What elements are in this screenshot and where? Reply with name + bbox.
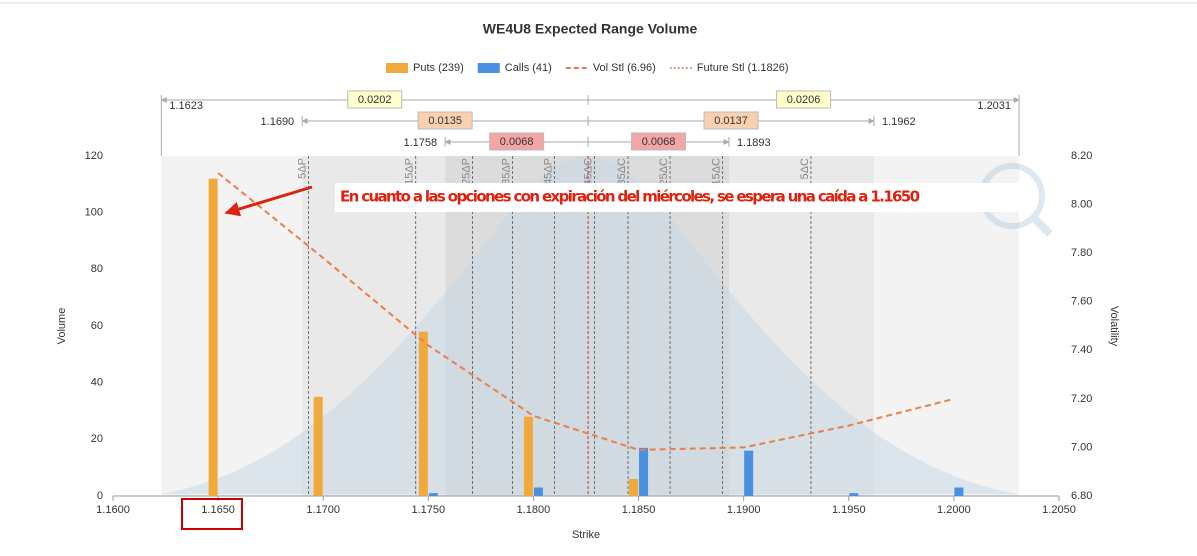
x-tick-label: 1.2000 bbox=[937, 504, 971, 516]
y2-tick-label: 7.60 bbox=[1071, 296, 1092, 308]
y-tick-label: 20 bbox=[91, 433, 103, 445]
delta-label: 25ΔC bbox=[658, 158, 670, 186]
bar bbox=[744, 450, 754, 496]
y-tick-label: 80 bbox=[91, 263, 103, 275]
chart-title: WE4U8 Expected Range Volume bbox=[483, 21, 698, 37]
y2-tick-label: 8.20 bbox=[1071, 150, 1092, 162]
range-box bbox=[631, 132, 687, 151]
range-box-label: 0.0135 bbox=[428, 115, 462, 127]
range-box bbox=[776, 90, 832, 109]
range-high-label: 1.1893 bbox=[737, 137, 771, 149]
delta-label: 5ΔP bbox=[296, 158, 308, 179]
delta-label: 35ΔC bbox=[616, 158, 628, 186]
x-tick-label: 1.1800 bbox=[517, 504, 551, 516]
annotation-arrow bbox=[224, 185, 313, 217]
y2-tick-label: 7.80 bbox=[1071, 247, 1092, 259]
range-box-label: 0.0206 bbox=[787, 94, 821, 106]
x-tick-label: 1.1850 bbox=[622, 504, 656, 516]
y2-tick-label: 7.20 bbox=[1071, 393, 1092, 405]
range-low-label: 1.1690 bbox=[261, 116, 295, 128]
legend-swatch bbox=[386, 63, 408, 73]
legend-label: Calls (41) bbox=[505, 62, 552, 74]
y2-tick-label: 8.00 bbox=[1071, 198, 1092, 210]
delta-label: 25ΔP bbox=[460, 158, 472, 185]
range-box-label: 0.0068 bbox=[642, 136, 676, 148]
range-box-label: 0.0068 bbox=[500, 136, 534, 148]
bar bbox=[533, 487, 543, 496]
range-high-label: 1.2031 bbox=[977, 100, 1011, 112]
x-tick-label: 1.1950 bbox=[832, 504, 866, 516]
x-tick-label: 1.1900 bbox=[727, 504, 761, 516]
bar bbox=[523, 416, 533, 496]
x-tick-label: 1.1650 bbox=[201, 504, 235, 516]
delta-label: 15ΔP bbox=[404, 158, 416, 185]
bar bbox=[954, 487, 964, 496]
bar bbox=[639, 447, 649, 496]
range-box-label: 0.0202 bbox=[358, 94, 392, 106]
x-axis-label: Strike bbox=[572, 529, 600, 541]
y2-tick-label: 7.00 bbox=[1071, 441, 1092, 453]
distribution-curve bbox=[161, 156, 1018, 494]
range-box bbox=[417, 111, 473, 130]
range-low-label: 1.1623 bbox=[169, 100, 203, 112]
y-tick-label: 40 bbox=[91, 377, 103, 389]
legend-label: Vol Stl (6.96) bbox=[593, 62, 656, 74]
annotation-box bbox=[335, 183, 1030, 212]
y2-tick-label: 7.40 bbox=[1071, 344, 1092, 356]
range-high-label: 1.1962 bbox=[882, 116, 916, 128]
x-tick-label: 1.1750 bbox=[412, 504, 446, 516]
range-box bbox=[489, 132, 545, 151]
y2-tick-label: 6.80 bbox=[1071, 490, 1092, 502]
x-tick-label: 1.1600 bbox=[96, 504, 130, 516]
legend-label: Future Stl (1.1826) bbox=[697, 62, 789, 74]
x-tick-label: 1.2050 bbox=[1042, 504, 1076, 516]
delta-label: 5ΔC bbox=[799, 158, 811, 179]
delta-label: 35ΔP bbox=[500, 158, 512, 185]
y-tick-label: 100 bbox=[85, 207, 103, 219]
legend-label: Puts (239) bbox=[413, 62, 464, 74]
bar bbox=[629, 479, 639, 496]
bar bbox=[849, 493, 859, 496]
y-tick-label: 0 bbox=[97, 490, 103, 502]
legend-swatch bbox=[477, 63, 500, 73]
range-box bbox=[347, 90, 403, 109]
y2-axis-label: Volatility bbox=[1108, 306, 1120, 347]
y-axis-label: Volume bbox=[56, 308, 68, 345]
delta-label: 15ΔC bbox=[711, 158, 723, 186]
bar bbox=[313, 396, 323, 496]
highlight-box bbox=[181, 498, 243, 530]
y-tick-label: 120 bbox=[85, 150, 103, 162]
x-tick-label: 1.1700 bbox=[306, 504, 340, 516]
y-tick-label: 60 bbox=[91, 320, 103, 332]
annotation: En cuanto a las opciones con expiración … bbox=[340, 188, 920, 206]
delta-label: 45ΔP bbox=[542, 158, 554, 185]
range-box-label: 0.0137 bbox=[714, 115, 748, 127]
bar bbox=[208, 178, 218, 496]
range-box bbox=[703, 111, 759, 130]
range-low-label: 1.1758 bbox=[403, 137, 437, 149]
bar bbox=[418, 331, 428, 496]
bar bbox=[428, 493, 438, 496]
line bbox=[217, 172, 955, 451]
